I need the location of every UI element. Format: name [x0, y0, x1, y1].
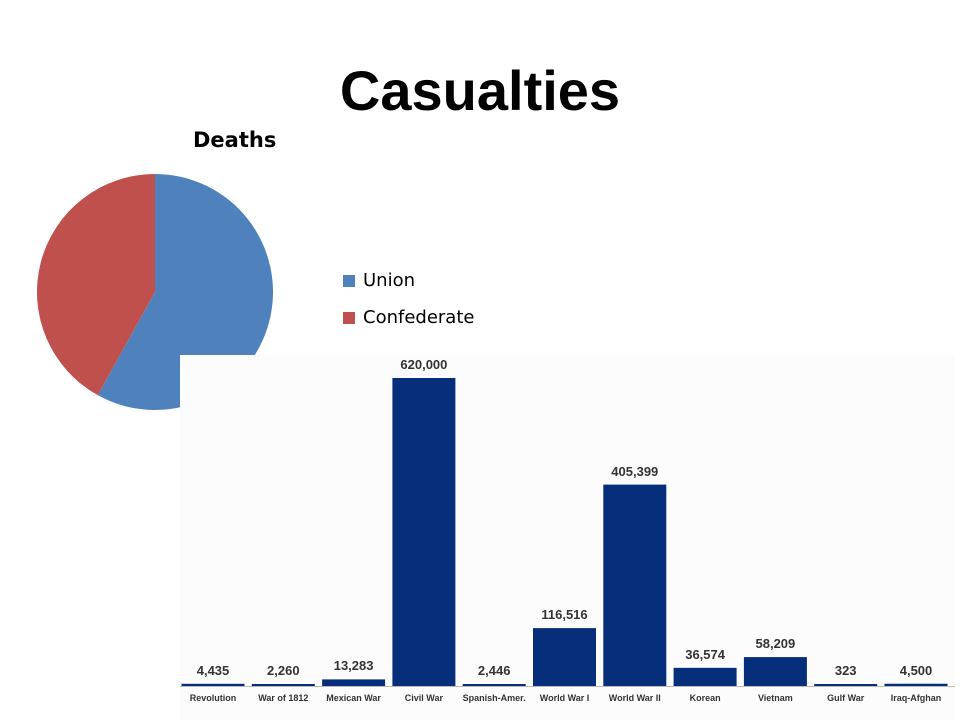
- bar-value-label: 4,500: [899, 662, 933, 678]
- bar-category-label: Vietnam: [757, 693, 793, 703]
- pie-chart-title: Deaths: [193, 128, 277, 152]
- bar-value-label: 4,435: [196, 662, 230, 678]
- bar-10: [884, 683, 948, 686]
- legend-swatch-union: [343, 274, 355, 287]
- bar-value-label: 116,516: [541, 607, 588, 623]
- bar-8: [743, 657, 807, 686]
- bar-value-label: 13,283: [333, 658, 374, 674]
- legend-swatch-confederate: [343, 311, 355, 324]
- bar-1: [251, 684, 315, 686]
- pie-legend: Union Confederate: [343, 262, 474, 336]
- bar-value-label: 2,260: [267, 663, 300, 678]
- bar-category-label: Revolution: [189, 693, 237, 703]
- bar-value-label: 620,000: [400, 357, 448, 372]
- bar-value-label: 323: [834, 663, 857, 678]
- legend-item-confederate: Confederate: [343, 299, 474, 336]
- bar-category-label: Civil War: [404, 693, 443, 703]
- bar-category-label: World War II: [608, 693, 661, 703]
- bar-category-label: Gulf War: [827, 693, 865, 703]
- legend-label-union: Union: [363, 270, 416, 291]
- bar-7: [673, 667, 737, 686]
- bar-4: [462, 684, 526, 686]
- bar-2: [322, 679, 386, 686]
- bar-category-label: Korean: [689, 693, 721, 703]
- slide-title: Casualties: [339, 59, 621, 122]
- bar-category-label: Mexican War: [326, 693, 381, 703]
- bar-value-label: 405,399: [611, 463, 659, 479]
- bar-category-label: War of 1812: [258, 693, 309, 703]
- bar-5: [533, 628, 596, 686]
- bar-0: [181, 683, 245, 686]
- bar-category-label: World War I: [539, 693, 590, 703]
- bar-value-label: 58,209: [755, 636, 796, 652]
- bar-3: [392, 378, 456, 686]
- legend-label-confederate: Confederate: [363, 307, 475, 328]
- legend-item-union: Union: [343, 262, 474, 299]
- bar-category-label: Iraq-Afghan: [890, 693, 942, 703]
- bar-value-label: 2,446: [477, 663, 511, 678]
- bar-6: [603, 484, 667, 686]
- bar-category-label: Spanish-Amer.: [462, 693, 526, 703]
- bar-value-label: 36,574: [685, 646, 725, 662]
- bar-9: [814, 684, 878, 686]
- pie-slice-union: [97, 174, 273, 410]
- pie-slice-confederate: [36, 174, 155, 396]
